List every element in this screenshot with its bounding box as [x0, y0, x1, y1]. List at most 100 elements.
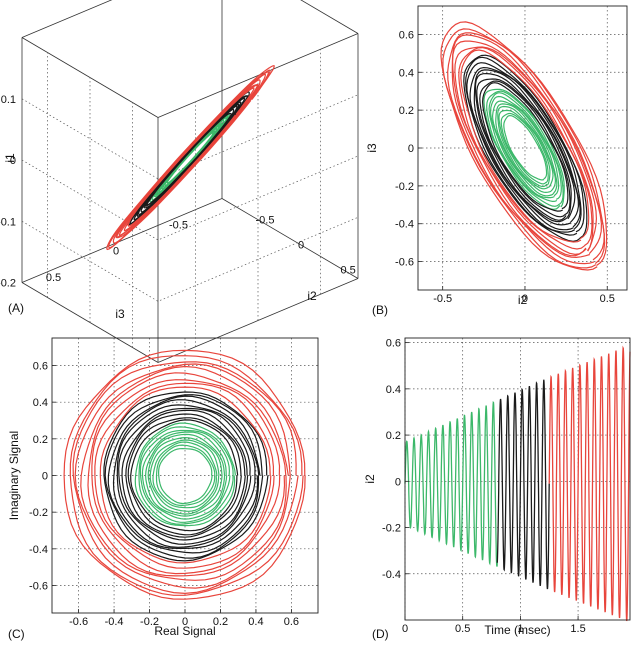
- panel-b-ytick-label-6: -0.6: [395, 257, 414, 269]
- panel-c-ring-1-0: [130, 419, 239, 532]
- panel-d-series-2: [548, 345, 631, 622]
- panel-c-ytick-label-5: -0.4: [29, 544, 48, 556]
- panel-a-ytick-label-1: 0: [298, 240, 304, 252]
- panel-c-ring-1-8: [104, 394, 264, 559]
- panel-c-ring-2-8: [63, 349, 306, 600]
- panel-c-ring-0-5: [144, 433, 226, 517]
- panel-c-ring-0-1: [155, 444, 216, 507]
- panel-a-panel-label: (A): [8, 301, 24, 315]
- panel-b-xtick-label-1: 0: [522, 293, 528, 305]
- panel-b-ellipse-0-4: [495, 103, 557, 194]
- panel-c-ring-2-3: [87, 372, 287, 577]
- panel-b-ellipse-0-5: [491, 100, 558, 197]
- panel-b-series-1: [463, 54, 588, 242]
- panel-d-xtick-label-0: 0: [402, 623, 408, 635]
- panel-a-xtick-label-0: 0.5: [46, 272, 61, 284]
- panel-b-ellipse-1-8: [463, 54, 588, 242]
- panel-c-series-2: [63, 349, 306, 600]
- panel-b: -0.5 0 0.5 0.6 0.4 0.2 0 -0.2 -0.4 -0.6 i2 i3 (B): [365, 5, 628, 317]
- panel-c-ring-0-7: [139, 429, 231, 523]
- panel-a-series-0: [149, 113, 231, 203]
- panel-b-ellipse-0-8: [486, 90, 564, 207]
- panel-d-frame: [404, 337, 631, 621]
- panel-c-panel-label: (C): [8, 627, 25, 641]
- panel-c-ring-0-4: [147, 436, 223, 515]
- panel-a-zgrid-2: [21, 94, 359, 180]
- panel-b-ellipse-2-6: [442, 28, 606, 269]
- panel-b-ellipse-1-6: [466, 62, 582, 233]
- panel-c-ring-2-5: [74, 363, 291, 589]
- panel-d-series-1: [496, 379, 550, 590]
- panel-c-ring-2-2: [91, 379, 281, 575]
- panel-b-ellipse-0-7: [488, 92, 562, 203]
- panel-d-xlabel: Time (msec): [484, 623, 550, 637]
- panel-a-xtick-label-2: -0.5: [169, 219, 188, 231]
- panel-d-ytick-label-5: -0.4: [382, 569, 401, 581]
- panel-c-xtick-label-4: 0.2: [213, 616, 228, 628]
- panel-a-zgrid-1: [21, 155, 359, 241]
- panel-b-ellipse-0-6: [489, 95, 560, 199]
- panel-c-series-0: [134, 422, 236, 527]
- panel-c-xtick-label-0: -0.6: [69, 616, 88, 628]
- panel-d-ylabel: i2: [363, 474, 377, 484]
- panel-c-ring-0-0: [157, 447, 213, 505]
- panel-c-ytick-label-6: -0.6: [29, 581, 48, 593]
- panel-c-ring-0-2: [152, 441, 218, 509]
- panel-d: 0 0.5 1 1.5 0.6 0.4 0.2 0 -0.2 -0.4 Time (msec) i2 (…: [363, 337, 631, 641]
- panel-c-ring-1-9: [103, 391, 269, 562]
- panel-c-ring-1-5: [116, 404, 256, 548]
- panel-c-ring-2-0: [99, 386, 272, 564]
- panel-a-series-1: [127, 91, 250, 226]
- panel-c-ring-0-3: [149, 439, 220, 512]
- panel-b-ellipse-0-2: [498, 109, 551, 188]
- panel-b-ellipse-0-9: [483, 88, 565, 211]
- panel-b-ylabel: i3: [365, 143, 379, 153]
- panel-d-series-0: [404, 400, 498, 567]
- panel-b-ellipse-0-1: [500, 112, 549, 185]
- panel-d-ytick-label-2: 0.2: [386, 430, 401, 442]
- panel-a-loop-2-7: [106, 65, 275, 251]
- panel-b-ellipse-0-3: [497, 105, 554, 190]
- panel-c-ring-2-1: [94, 382, 275, 569]
- panel-a-box-edge-3: [300, 0, 359, 34]
- panel-c-xtick-label-2: -0.2: [140, 616, 159, 628]
- panel-a-box-edge-10: [21, 37, 159, 118]
- panel-c-ring-2-4: [80, 365, 289, 581]
- panel-c-ytick-label-3: 0: [42, 471, 48, 483]
- panel-c-ytick-label-2: 0.2: [33, 434, 48, 446]
- panel-a-ytick-label-2: 0.5: [341, 265, 356, 277]
- panel-d-ytick-label-1: 0.4: [386, 384, 401, 396]
- panel-a-series-2: [106, 65, 275, 251]
- panel-a-loop-0-4: [158, 123, 222, 193]
- panel-b-ellipse-2-5: [447, 32, 605, 265]
- panel-c-ring-1-4: [118, 407, 252, 545]
- panel-d-panel-label: (D): [372, 627, 389, 641]
- panel-b-ytick-label-3: 0: [408, 143, 414, 155]
- panel-b-ellipse-2-7: [440, 21, 608, 271]
- panel-d-ytick-label-3: 0: [395, 476, 401, 488]
- panel-d-xtick-label-3: 1.5: [570, 623, 585, 635]
- panel-b-xtick-label-0: -0.5: [433, 293, 452, 305]
- panel-b-xlabel: i2: [518, 293, 528, 307]
- panel-b-ellipse-1-4: [473, 69, 580, 226]
- panel-c-ring-1-2: [125, 413, 246, 538]
- panel-c: -0.6 -0.4 -0.2 0 0.2 0.4 0.6 0.6 0.4 0.2 0 -0.2 -0.4…: [7, 337, 319, 641]
- panel-c-ring-2-6: [72, 361, 299, 595]
- panel-a-loop-0-3: [161, 125, 220, 190]
- panel-a-ztick-label-0: 0.1: [1, 94, 16, 106]
- panel-b-panel-label: (B): [372, 303, 388, 317]
- panel-a-ytick-label-0: -0.5: [256, 215, 275, 227]
- panel-c-ring-0-8: [138, 426, 234, 525]
- panel-d-xtick-label-2: 1: [517, 623, 523, 635]
- panel-c-xlabel: Real Signal: [154, 624, 215, 638]
- panel-a: 0.1 0 -0.1 -0.2 0.5 0 -0.5 -0.5 0 0.5 i1 i3 i2 (A): [0, 0, 359, 363]
- panel-b-ellipse-2-3: [451, 40, 598, 257]
- panel-c-ring-0-9: [134, 422, 236, 527]
- panel-c-ring-1-6: [112, 399, 260, 550]
- panel-a-ztick-label-2: -0.1: [0, 216, 16, 228]
- panel-c-ylabel: Imaginary Signal: [7, 431, 21, 520]
- panel-a-xlabel: i3: [115, 307, 125, 321]
- panel-b-ytick-label-1: 0.4: [399, 67, 414, 79]
- panel-b-ytick-label-2: 0.2: [399, 105, 414, 117]
- panel-c-ring-1-1: [127, 417, 242, 536]
